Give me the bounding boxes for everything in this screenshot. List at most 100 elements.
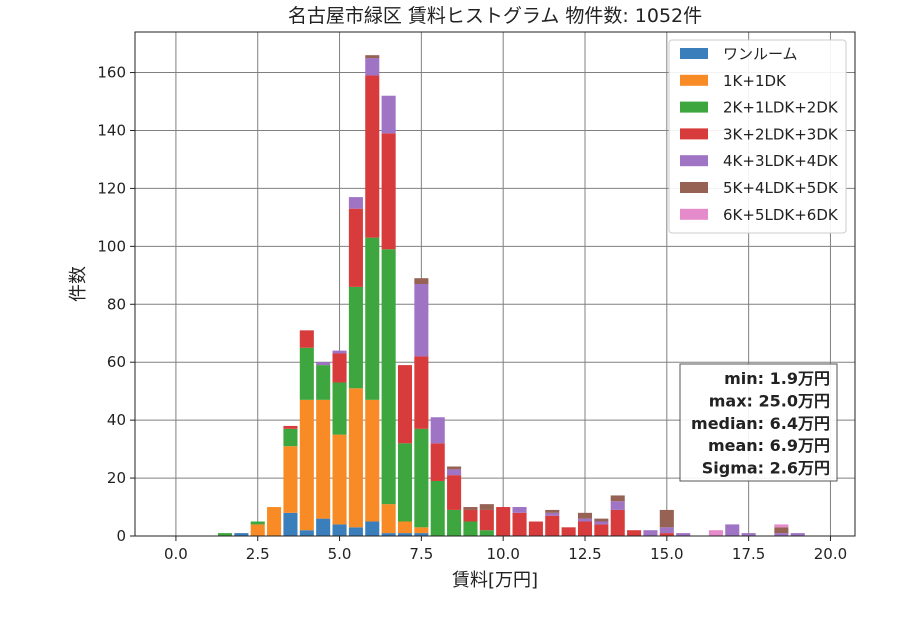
bar-segment: [397, 521, 413, 534]
legend-label: 2K+1LDK+2DK: [723, 99, 839, 117]
stats-line: median: 6.4万円: [691, 414, 830, 433]
bar-segment: [365, 237, 380, 400]
y-tick-label: 60: [107, 353, 126, 371]
bar-segment: [594, 524, 609, 536]
bar-segment: [479, 509, 494, 531]
bar-segment: [283, 512, 298, 536]
bar-segment: [348, 388, 363, 528]
bar-segment: [332, 434, 347, 525]
stats-line: min: 1.9万円: [724, 369, 830, 388]
bar-segment: [447, 466, 462, 470]
x-tick-label: 17.5: [732, 545, 765, 563]
bar-segment: [512, 512, 527, 536]
y-tick-label: 120: [97, 179, 126, 197]
plot-frame: [134, 31, 856, 537]
chart-title: 名古屋市緑区 賃料ヒストグラム 物件数: 1052件: [288, 5, 702, 27]
x-axis-ticks: 0.0 2.5 5.0 7.5 10.0 12.5 15.0 17.5 20.0: [164, 536, 847, 563]
bar-segment: [381, 249, 396, 505]
bar-segment: [610, 495, 625, 502]
bar-segment: [447, 475, 462, 510]
histogram-bars: [217, 55, 805, 536]
y-axis-label: 件数: [68, 266, 89, 302]
x-axis-label: 賃料[万円]: [452, 570, 538, 591]
bar-segment: [365, 58, 380, 76]
bar-segment: [610, 509, 625, 536]
bar-segment: [774, 533, 789, 536]
bar-segment: [774, 527, 789, 534]
bar-segment: [217, 533, 233, 536]
bar-segment: [299, 399, 314, 531]
bar-segment: [627, 530, 642, 536]
legend-label: 4K+3LDK+4DK: [723, 152, 839, 170]
y-tick-label: 80: [107, 295, 126, 313]
bar-segment: [545, 509, 560, 513]
y-tick-label: 0: [116, 527, 126, 545]
bar-segment: [659, 509, 674, 528]
legend: ワンルーム 1K+1DK 2K+1LDK+2DK 3K+2LDK+3DK 4K+3LDK…: [668, 39, 847, 234]
bar-segment: [430, 417, 445, 444]
stats-line: max: 25.0万円: [709, 391, 830, 410]
bar-segment: [545, 512, 560, 516]
bar-segment: [414, 284, 429, 357]
bar-segment: [365, 75, 380, 238]
bar-segment: [774, 524, 789, 528]
legend-label: 1K+1DK: [723, 72, 787, 90]
bar-segment: [414, 527, 429, 534]
y-tick-label: 140: [97, 121, 126, 139]
bar-segment: [365, 521, 380, 536]
bar-segment: [479, 504, 494, 510]
bar-segment: [234, 533, 249, 536]
legend-label: ワンルーム: [723, 45, 798, 63]
bar-segment: [447, 469, 462, 476]
bar-segment: [610, 501, 625, 510]
legend-swatch: [680, 128, 708, 140]
bar-segment: [332, 353, 347, 383]
x-tick-label: 10.0: [486, 545, 519, 563]
y-axis-ticks: 0 20 40 60 80 100 120 140 160: [97, 64, 135, 545]
bar-segment: [299, 347, 314, 400]
legend-swatch: [680, 208, 708, 220]
bar-segment: [561, 527, 576, 536]
bar-segment: [381, 504, 396, 534]
bar-segment: [381, 95, 396, 134]
legend-swatch: [680, 48, 708, 59]
bar-segment: [512, 507, 527, 513]
bar-segment: [577, 518, 593, 522]
bar-segment: [332, 350, 347, 354]
bar-segment: [577, 521, 593, 536]
x-tick-label: 12.5: [568, 545, 601, 563]
bar-segment: [397, 533, 413, 536]
bar-segment: [725, 524, 740, 536]
bar-segment: [708, 530, 723, 536]
bar-segment: [250, 524, 265, 536]
bar-segment: [528, 521, 543, 536]
bar-segment: [463, 521, 478, 536]
stats-frame: [679, 363, 838, 482]
bar-segment: [250, 521, 265, 525]
bar-segment: [594, 521, 609, 525]
y-tick-label: 20: [107, 469, 126, 487]
bar-segment: [283, 446, 298, 513]
bar-segment: [299, 330, 314, 348]
bar-segment: [659, 533, 674, 536]
stats-box: min: 1.9万円 max: 25.0万円 median: 6.4万円 mean: …: [679, 363, 838, 482]
bar-segment: [348, 197, 363, 209]
y-tick-label: 40: [107, 411, 126, 429]
bar-segment: [430, 443, 445, 481]
bar-segment: [348, 527, 363, 536]
legend-swatch: [680, 155, 708, 167]
bar-segment: [414, 428, 429, 528]
bar-segment: [676, 533, 691, 536]
bar-segment: [430, 480, 445, 536]
bar-segment: [414, 533, 429, 536]
bar-segment: [381, 533, 396, 536]
bar-segment: [463, 507, 478, 510]
legend-swatch: [680, 101, 708, 113]
bar-segment: [741, 533, 756, 536]
bar-segment: [397, 365, 413, 444]
bar-segment: [316, 399, 331, 519]
bar-segment: [414, 278, 429, 284]
x-tick-label: 20.0: [814, 545, 847, 563]
bar-segment: [316, 362, 331, 366]
bar-segment: [332, 524, 347, 536]
